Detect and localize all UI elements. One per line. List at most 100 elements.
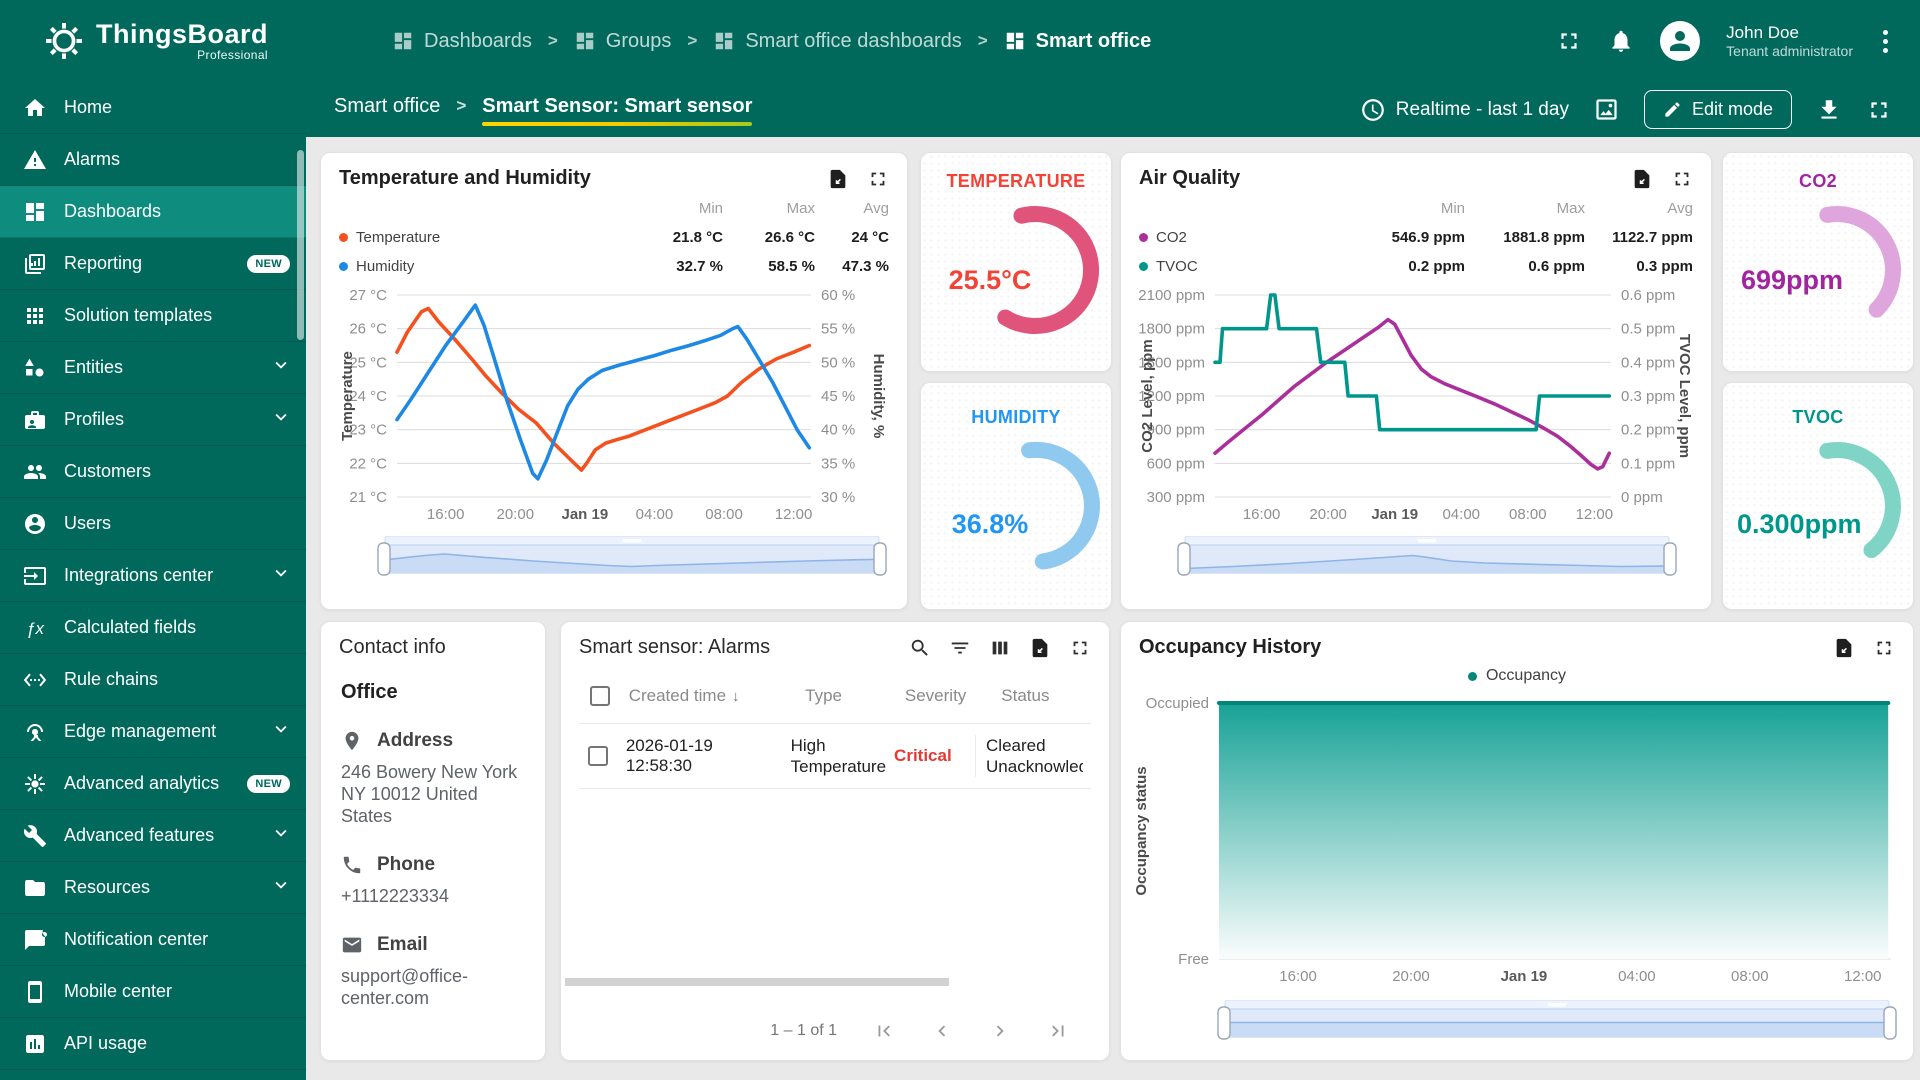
scrubber-handle[interactable] [1177,542,1191,576]
sidebar-item-mobile-center[interactable]: Mobile center [0,966,306,1018]
time-scrubber[interactable] [377,535,897,581]
sidebar-item-users[interactable]: Users [0,498,306,550]
edit-mode-button[interactable]: Edit mode [1643,90,1792,129]
sidebar-scrollbar[interactable] [297,150,304,340]
sidebar-item-label: Customers [64,461,152,481]
time-window-button[interactable]: Realtime - last 1 day [1360,97,1569,123]
sidebar-item-entities[interactable]: Entities [0,342,306,394]
download-icon[interactable] [1816,97,1842,123]
air-quality-chart[interactable]: 300 ppm 600 ppm 900 ppm 1200 ppm 1500 ppm 180… [1133,285,1705,532]
kebab-menu-icon[interactable] [1879,26,1892,57]
thingsboard-logo[interactable]: ThingsBoard Professional [0,19,312,63]
breadcrumb-item-smart-office[interactable]: Smart office [1004,30,1151,53]
legend-stat-value: 546.9 ppm [1391,229,1465,246]
occupancy-legend[interactable]: Occupancy [1121,667,1913,685]
fullscreen-icon[interactable] [867,168,889,190]
file-export-icon[interactable] [1029,637,1051,659]
prev-page-icon[interactable] [931,1020,953,1042]
notifications-bell-icon[interactable] [1608,28,1634,54]
breadcrumb-current-state[interactable]: Smart Sensor: Smart sensor [482,93,753,126]
sidebar-item-calculated-fields[interactable]: ƒx Calculated fields [0,602,306,654]
breadcrumb-smart-office[interactable]: Smart office [334,95,441,117]
legend-series-tvoc[interactable]: TVOC [1139,258,1357,275]
svg-text:Occupied: Occupied [1146,695,1209,712]
select-all-checkbox[interactable] [589,686,610,706]
sidebar-item-customers[interactable]: Customers [0,446,306,498]
scrubber-handle[interactable] [1217,1006,1231,1040]
sidebar-item-dashboards[interactable]: Dashboards [0,186,306,238]
first-page-icon[interactable] [873,1020,895,1042]
occupancy-chart[interactable]: Free Occupied 16:00 20:00 Jan 19 04:00 08:00 12… [1127,695,1907,996]
avatar[interactable] [1660,21,1701,61]
legend-stat-value: 1122.7 ppm [1612,229,1693,246]
file-export-icon[interactable] [1631,168,1653,190]
fullscreen-icon[interactable] [1873,637,1895,659]
sidebar-item-reporting[interactable]: Reporting NEW [0,238,306,290]
svg-text:0.1 ppm: 0.1 ppm [1621,455,1675,472]
sidebar-item-advanced-analytics[interactable]: Advanced analytics NEW [0,758,306,810]
column-header-status[interactable]: Status [1001,686,1050,706]
mobile-icon [28,980,42,1003]
sidebar-item-solution-templates[interactable]: Solution templates [0,290,306,342]
widget-humidity-gauge[interactable]: HUMIDITY 36.8% [920,382,1112,610]
filter-icon[interactable] [949,637,971,659]
column-header-type[interactable]: Type [805,686,843,706]
sidebar-item-integrations-center[interactable]: Integrations center [0,550,306,602]
dashboards-icon [576,32,594,50]
sidebar-item-notification-center[interactable]: Notification center [0,914,306,966]
sidebar-item-alarms[interactable]: Alarms [0,134,306,186]
row-checkbox[interactable] [588,746,609,766]
breadcrumb-item-groups[interactable]: Groups [574,30,671,53]
user-menu[interactable]: John Doe Tenant administrator [1726,22,1853,61]
horizontal-scrollbar[interactable] [565,978,949,986]
scrubber-handle[interactable] [1883,1006,1897,1040]
time-scrubber[interactable] [1177,535,1701,581]
file-export-icon[interactable] [827,168,849,190]
breadcrumb-item-smart-office-dashboards[interactable]: Smart office dashboards [713,30,962,53]
sidebar-item-profiles[interactable]: Profiles [0,394,306,446]
legend-series-humidity[interactable]: Humidity [339,258,637,275]
sidebar-item-resources[interactable]: Resources [0,862,306,914]
legend-stat-value: 47.3 % [842,258,889,275]
sidebar-item-advanced-features[interactable]: Advanced features [0,810,306,862]
fullscreen-icon[interactable] [1556,28,1582,54]
columns-icon[interactable] [989,637,1011,659]
breadcrumb-separator: > [687,31,698,50]
legend-stat-value: 24 °C [851,229,889,246]
pencil-icon [1665,102,1680,117]
sidebar-item-edge-management[interactable]: Edge management [0,706,306,758]
svg-text:20:00: 20:00 [1392,968,1430,985]
sidebar-item-rule-chains[interactable]: Rule chains [0,654,306,706]
widget-co2-gauge[interactable]: CO2 699ppm [1722,152,1914,372]
widget-tvoc-gauge[interactable]: TVOC 0.300ppm [1722,382,1914,610]
legend-series-temperature[interactable]: Temperature [339,229,637,246]
time-window-label: Realtime - last 1 day [1395,98,1569,120]
column-header-severity[interactable]: Severity [904,686,967,705]
sidebar-item-white-labeling[interactable]: White labeling [0,1070,306,1080]
fullscreen-icon[interactable] [1069,637,1091,659]
sidebar-item-home[interactable]: Home [0,82,306,134]
next-page-icon[interactable] [989,1020,1011,1042]
alarm-row[interactable]: 2026-01-19 12:58:30 High Temperature Critic… [579,723,1091,789]
svg-text:04:00: 04:00 [1618,968,1656,985]
users-icon [25,513,45,534]
scrubber-handle[interactable] [377,542,391,576]
file-export-icon[interactable] [1833,637,1855,659]
widget-contact-info: Contact info Office Address 246 Bowery Ne… [320,621,546,1061]
scrubber-handle[interactable] [1663,542,1677,576]
fullscreen-icon[interactable] [1671,168,1693,190]
temperature-humidity-chart[interactable]: 21 °C 22 °C 23 °C 24 °C 25 °C 26 °C 27 °C 30 % 3… [333,285,901,532]
legend-series-co2[interactable]: CO2 [1139,229,1357,246]
time-scrubber[interactable] [1217,999,1899,1045]
fullscreen-dashboard-icon[interactable] [1866,97,1892,123]
scrubber-handle[interactable] [873,542,887,576]
breadcrumb-item-dashboards[interactable]: Dashboards [392,30,532,53]
last-page-icon[interactable] [1047,1020,1069,1042]
widget-temperature-gauge[interactable]: TEMPERATURE 25.5°C [920,152,1112,372]
column-header-created-time[interactable]: Created time ↓ [628,686,740,705]
search-icon[interactable] [909,637,931,659]
image-export-icon[interactable] [1593,96,1620,123]
gauge-title: TEMPERATURE [946,171,1086,191]
chevron-down-icon [270,874,292,901]
sidebar-item-api-usage[interactable]: API usage [0,1018,306,1070]
